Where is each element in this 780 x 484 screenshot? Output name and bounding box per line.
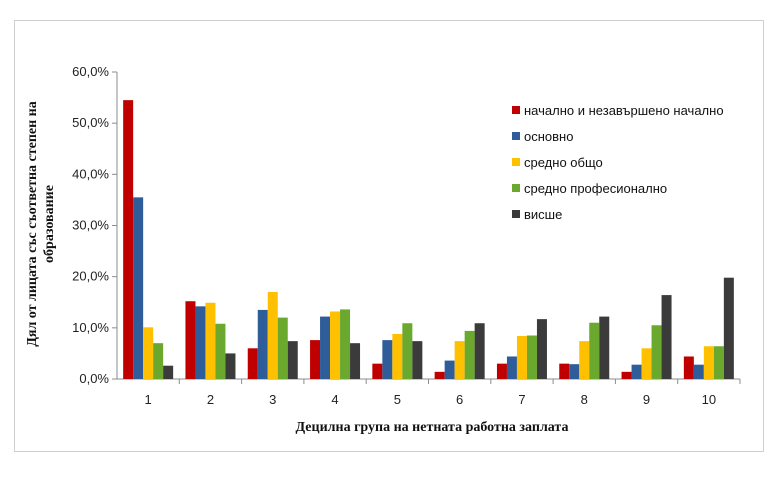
y-tick-label: 20,0% [72,269,109,284]
x-tick-label: 5 [394,392,401,407]
bar-2-6 [444,360,455,379]
bar-1-8 [559,363,570,379]
legend-label: средно общо [524,155,603,170]
bar-2-7 [506,356,517,379]
legend-swatch [512,132,520,140]
bar-4-5 [402,323,413,379]
bar-4-4 [340,309,351,379]
x-tick-label: 4 [331,392,338,407]
bar-5-8 [599,316,610,379]
bar-3-9 [641,348,652,379]
x-tick-label: 6 [456,392,463,407]
y-axis-title-line-2: образование [42,185,57,263]
bar-5-7 [536,319,547,379]
bar-4-2 [215,323,226,379]
bar-2-4 [320,316,331,379]
bar-4-6 [464,330,475,379]
x-tick-label: 8 [581,392,588,407]
bar-2-2 [195,306,206,379]
y-tick-label: 40,0% [72,166,109,181]
bar-4-3 [277,317,288,379]
bar-4-10 [713,346,724,379]
bar-2-3 [257,309,268,379]
bar-1-10 [683,356,694,379]
legend-swatch [512,158,520,166]
bar-5-10 [723,277,734,379]
x-tick-label: 1 [145,392,152,407]
bar-1-2 [185,301,196,379]
y-axis-title-line-1: Дял от лицата със съответна степен на [25,101,40,347]
bar-2-9 [631,364,642,379]
bar-1-3 [247,348,258,379]
x-tick-label: 7 [518,392,525,407]
bar-1-4 [310,340,321,379]
bar-1-7 [496,363,507,379]
bar-3-8 [579,341,590,379]
legend-label: начално и незавършено начално [524,103,724,118]
legend-label: основно [524,129,573,144]
bar-5-1 [163,365,174,379]
bar-1-9 [621,371,632,379]
bar-1-6 [434,371,445,379]
bar-5-2 [225,353,236,379]
y-tick-label: 0,0% [79,371,109,386]
bar-1-5 [372,363,383,379]
bar-2-10 [693,364,704,379]
bar-2-1 [133,197,144,379]
x-tick-label: 9 [643,392,650,407]
bar-2-8 [569,364,580,379]
bar-4-1 [153,343,164,379]
legend: начално и незавършено начално основно сред… [512,103,724,222]
bar-3-2 [205,302,216,379]
bar-4-9 [651,325,662,379]
x-tick-label: 10 [702,392,716,407]
bar-2-5 [382,340,393,379]
x-axis-title: Децилна група на нетната работна заплата [296,420,569,435]
y-tick-label: 30,0% [72,218,109,233]
bar-5-6 [474,323,485,379]
bar-3-6 [454,341,465,379]
legend-label: висше [524,207,562,222]
legend-swatch [512,184,520,192]
legend-swatch [512,210,520,218]
y-axis-title: Дял от лицата със съответна степен на об… [25,101,57,347]
legend-swatch [512,106,520,114]
bar-4-7 [526,335,537,379]
x-tick-label: 2 [207,392,214,407]
plot-area: 0,0% 10,0% 20,0% 30,0% 40,0% 50,0% 60,0% 1 2 3 4 5 6… [72,64,741,407]
bar-3-7 [516,336,527,379]
bar-3-3 [267,292,278,379]
bar-5-5 [412,341,423,379]
bar-5-4 [350,343,361,379]
bar-3-1 [143,327,154,379]
bar-1-1 [123,100,134,380]
bar-5-9 [661,295,672,379]
y-tick-label: 60,0% [72,64,109,79]
y-tick-label: 50,0% [72,115,109,130]
y-tick-label: 10,0% [72,320,109,335]
bar-5-3 [287,341,298,379]
bar-3-10 [703,346,714,379]
bar-3-5 [392,333,403,379]
x-tick-label: 3 [269,392,276,407]
bar-4-8 [589,322,600,379]
bar-3-4 [330,311,341,379]
legend-label: средно професионално [524,181,667,196]
